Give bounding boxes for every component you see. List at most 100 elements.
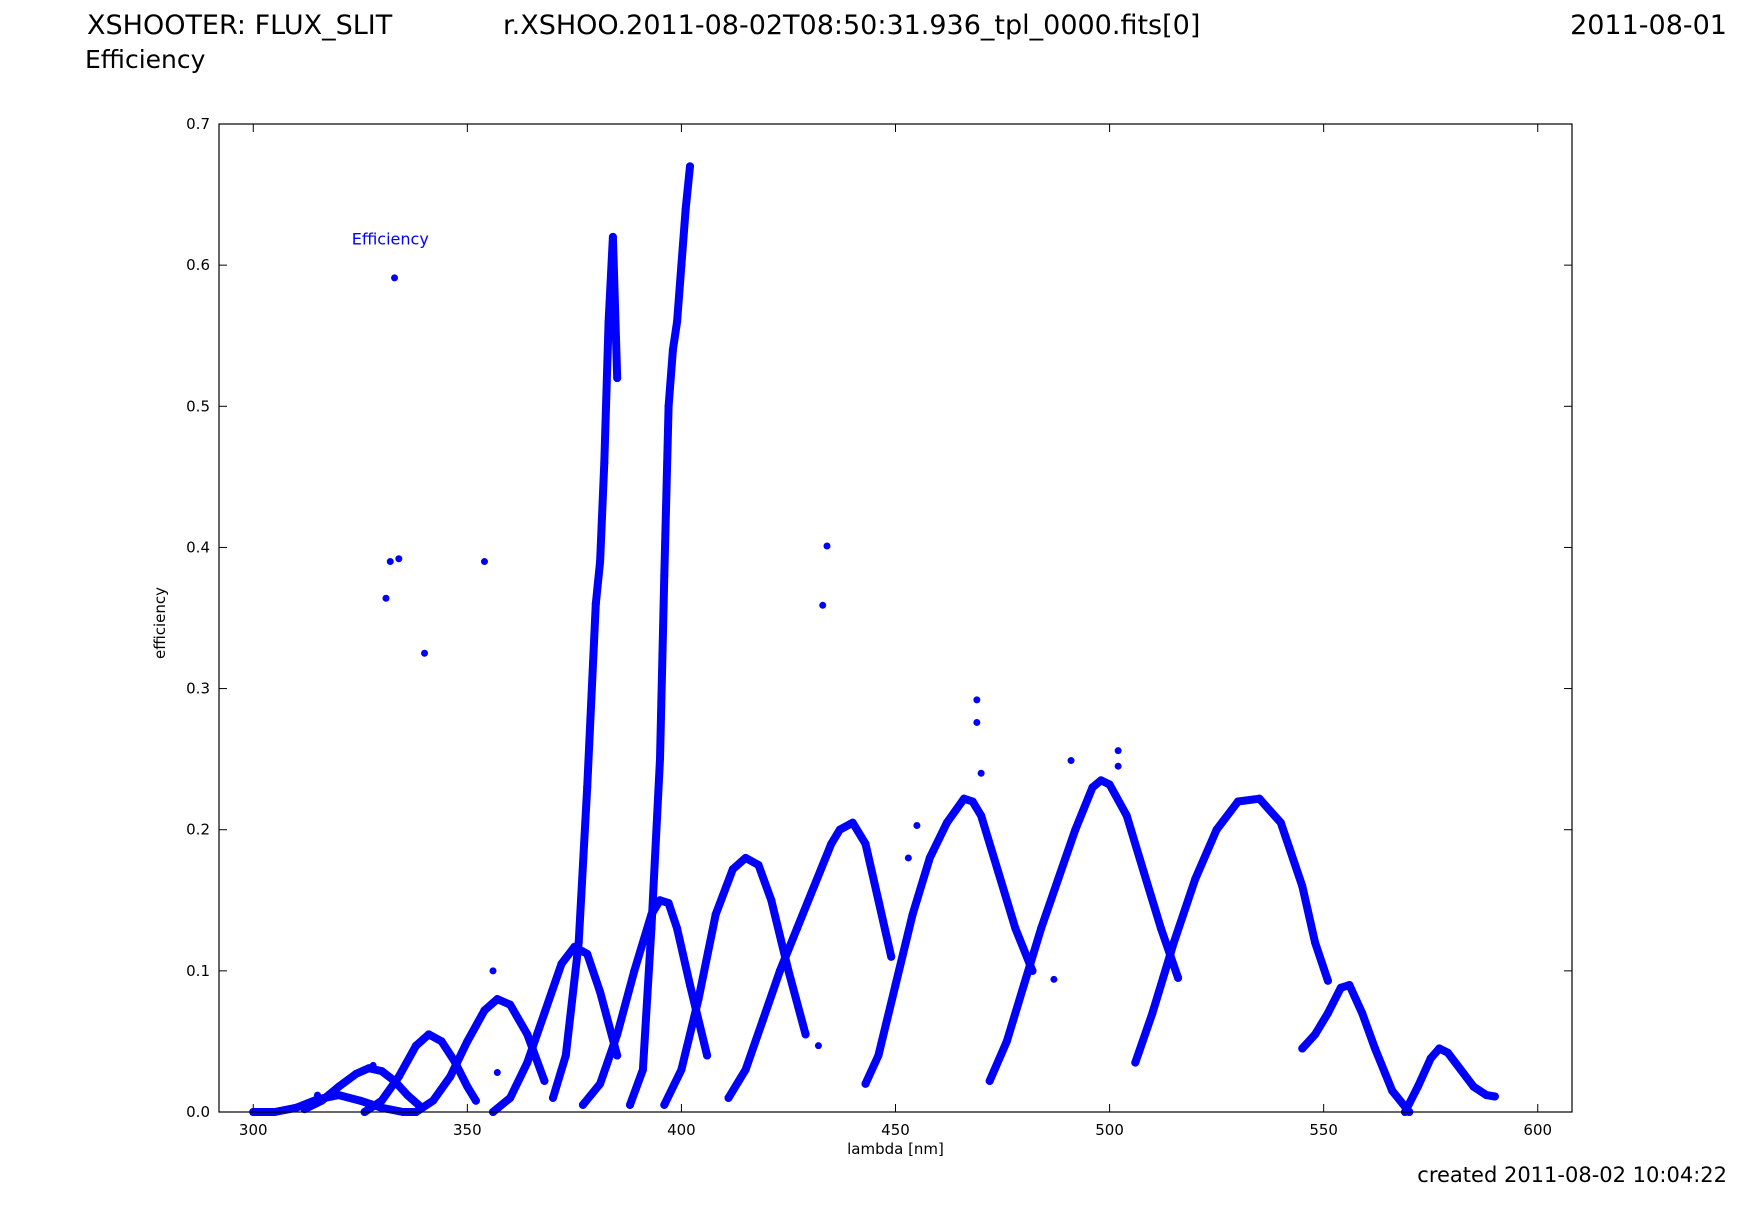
data-point	[608, 232, 617, 241]
data-point	[604, 317, 613, 326]
data-point	[596, 988, 605, 997]
outlier-point	[973, 696, 981, 704]
data-point	[1255, 794, 1264, 803]
data-point	[1088, 783, 1097, 792]
data-point	[377, 1067, 386, 1076]
data-point	[960, 794, 969, 803]
data-point	[1002, 1037, 1011, 1046]
data-point	[861, 1079, 870, 1088]
data-point	[758, 1016, 767, 1025]
order-curve-15	[1401, 1044, 1499, 1116]
data-point	[1456, 1065, 1465, 1074]
data-point	[1469, 1082, 1478, 1091]
data-point	[1174, 973, 1183, 982]
data-point	[801, 1030, 810, 1039]
data-point	[775, 966, 784, 975]
data-point	[664, 402, 673, 411]
data-point	[411, 1041, 420, 1050]
data-point	[613, 1030, 622, 1039]
data-point	[591, 599, 600, 608]
y-tick-label: 0.2	[186, 821, 210, 839]
outlier-point	[480, 558, 488, 566]
plot-frame	[218, 123, 1573, 1113]
data-point	[887, 952, 896, 961]
page-subtitle: Efficiency	[85, 45, 206, 74]
outlier-point	[395, 555, 403, 563]
y-tick-label: 0.6	[186, 256, 210, 274]
y-tick-label: 0.5	[186, 397, 210, 415]
data-point	[1156, 924, 1165, 933]
x-tick-label: 300	[239, 1121, 268, 1139]
outlier-point	[977, 769, 985, 777]
data-point	[1311, 1030, 1320, 1039]
data-point	[557, 959, 566, 968]
data-point	[1148, 1009, 1157, 1018]
data-point	[1435, 1044, 1444, 1053]
data-point	[578, 1100, 587, 1109]
outlier-point	[313, 1091, 321, 1099]
data-point	[1122, 811, 1131, 820]
data-point	[1071, 825, 1080, 834]
order-curve-4	[412, 995, 549, 1116]
outlier-point	[489, 967, 497, 975]
data-point	[523, 1030, 532, 1039]
data-point	[1388, 1086, 1397, 1095]
legend-entry-efficiency: Efficiency	[352, 230, 429, 249]
data-point	[446, 1072, 455, 1081]
outlier-point	[913, 821, 921, 829]
data-point	[685, 162, 694, 171]
data-point	[540, 1076, 549, 1085]
report-date: 2011-08-01	[1570, 10, 1727, 41]
data-point	[711, 910, 720, 919]
outlier-point	[493, 1068, 501, 1076]
data-point	[977, 811, 986, 820]
data-point	[480, 1006, 489, 1015]
data-point	[741, 853, 750, 862]
y-tick-label: 0.7	[186, 115, 210, 133]
data-point	[1011, 924, 1020, 933]
data-point	[1490, 1092, 1499, 1101]
order-curve-11	[861, 794, 1037, 1088]
data-point	[356, 1096, 365, 1105]
data-point	[810, 882, 819, 891]
data-point	[1037, 924, 1046, 933]
file-name: r.XSHOO.2011-08-02T08:50:31.936_tpl_0000…	[503, 10, 1201, 41]
outlier-point	[819, 601, 827, 609]
data-point	[994, 868, 1003, 877]
data-point	[493, 995, 502, 1004]
data-point	[660, 1100, 669, 1109]
outlier-point	[382, 594, 390, 602]
data-point	[685, 980, 694, 989]
data-point	[1105, 780, 1114, 789]
outlier-point	[973, 718, 981, 726]
data-point	[1169, 938, 1178, 947]
x-tick-label: 400	[667, 1121, 696, 1139]
data-point	[437, 1037, 446, 1046]
y-tick-label: 0.3	[186, 680, 210, 698]
data-point	[664, 899, 673, 908]
x-axis-label: lambda [nm]	[847, 1140, 944, 1158]
data-point	[703, 1051, 712, 1060]
data-point	[741, 1065, 750, 1074]
data-point	[1191, 875, 1200, 884]
data-point	[317, 1096, 326, 1105]
data-point	[1234, 797, 1243, 806]
data-point	[583, 949, 592, 958]
outlier-point	[1114, 747, 1122, 755]
data-point	[377, 1096, 386, 1105]
outlier-point	[814, 1042, 822, 1050]
data-point	[1131, 1058, 1140, 1067]
data-point	[613, 1051, 622, 1060]
data-point	[1298, 1044, 1307, 1053]
data-point	[673, 317, 682, 326]
data-point	[1276, 818, 1285, 827]
data-point	[463, 1037, 472, 1046]
data-point	[394, 1072, 403, 1081]
data-point	[1358, 1009, 1367, 1018]
data-point	[835, 825, 844, 834]
data-point	[292, 1103, 301, 1112]
y-tick-label: 0.1	[186, 962, 210, 980]
data-point	[656, 755, 665, 764]
data-point	[574, 938, 583, 947]
